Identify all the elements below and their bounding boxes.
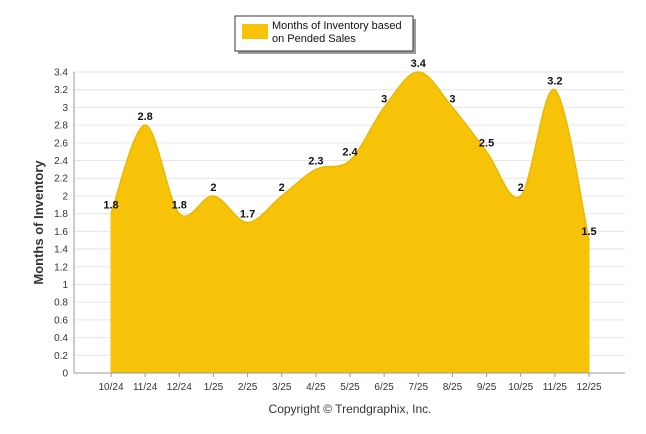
y-tick-label: 1.4 — [54, 245, 68, 256]
y-tick-label: 2.2 — [54, 174, 68, 185]
x-tick-label: 12/25 — [576, 382, 601, 393]
x-tick-label: 4/25 — [306, 382, 326, 393]
data-label: 2.5 — [479, 138, 494, 150]
series-line — [110, 71, 590, 241]
x-tick-label: 2/25 — [238, 382, 258, 393]
data-label: 2 — [518, 182, 524, 194]
x-tick-label: 5/25 — [340, 382, 360, 393]
x-tick-label: 12/24 — [167, 382, 192, 393]
y-tick-label: 2.4 — [54, 156, 68, 167]
y-tick-label: 2.8 — [54, 121, 68, 132]
axes: 0 0.2 0.4 0.6 0.8 1 1.2 1.4 1.6 1.8 2 2.2 2.4 2.6 2.8 3… — [54, 68, 625, 393]
y-tick-label: 0.6 — [54, 315, 68, 326]
x-tick-label: 8/25 — [443, 382, 463, 393]
y-tick-label: 2.6 — [54, 138, 68, 149]
y-axis-title: Months of Inventory — [31, 160, 46, 285]
y-tick-label: 0.8 — [54, 298, 68, 309]
x-tick-label: 10/25 — [508, 382, 533, 393]
y-tick-label: 0.2 — [54, 351, 68, 362]
y-tick-label: 3.2 — [54, 85, 68, 96]
x-tick-label: 6/25 — [374, 382, 394, 393]
copyright-text: Copyright © Trendgraphix, Inc. — [269, 402, 432, 416]
data-label: 1.5 — [581, 226, 596, 238]
x-tick-label: 9/25 — [477, 382, 497, 393]
data-label: 2.8 — [137, 111, 152, 123]
x-tick-label: 10/24 — [98, 382, 123, 393]
data-labels: 1.8 2.8 1.8 2 1.7 2 2.3 2.4 3 3.4 3 2.5 2 3.2 1.5 — [103, 58, 596, 238]
y-tick-label: 3 — [62, 103, 68, 114]
data-label: 3.2 — [547, 76, 562, 88]
data-label: 2 — [279, 182, 285, 194]
legend-label-line-2: on Pended Sales — [272, 33, 356, 45]
data-label: 1.7 — [240, 209, 255, 221]
series-area — [110, 71, 590, 374]
x-tick-label: 11/24 — [133, 382, 158, 393]
y-tick-label: 0 — [62, 369, 68, 380]
legend: Months of Inventory based on Pended Sale… — [234, 15, 416, 54]
data-label: 1.8 — [172, 200, 187, 212]
y-tick-label: 0.4 — [54, 333, 68, 344]
data-label: 2.4 — [342, 147, 358, 159]
legend-label-line-1: Months of Inventory based — [272, 20, 402, 32]
x-tick-label: 11/25 — [543, 382, 568, 393]
x-tick-label: 1/25 — [204, 382, 224, 393]
data-label: 1.8 — [103, 200, 118, 212]
data-label: 2.3 — [308, 155, 323, 167]
data-label: 3 — [449, 93, 455, 105]
y-tick-label: 2 — [62, 191, 68, 202]
y-tick-label: 1.2 — [54, 262, 68, 273]
data-label: 3.4 — [411, 58, 427, 70]
data-label: 3 — [381, 93, 387, 105]
series-area-layer — [110, 71, 590, 374]
y-tick-label: 1.6 — [54, 227, 68, 238]
y-tick-label: 1 — [62, 280, 68, 291]
x-tick-label: 3/25 — [272, 382, 292, 393]
legend-swatch — [242, 24, 268, 39]
y-tick-label: 3.4 — [54, 68, 68, 79]
data-label: 2 — [210, 182, 216, 194]
y-tick-label: 1.8 — [54, 209, 68, 220]
x-tick-label: 7/25 — [409, 382, 429, 393]
